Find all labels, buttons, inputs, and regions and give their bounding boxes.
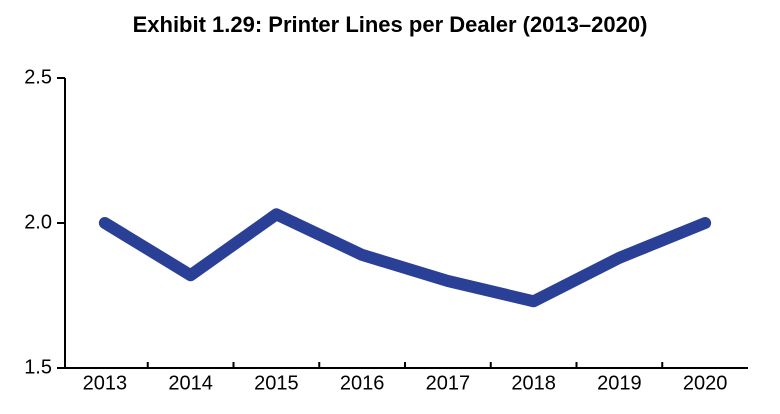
x-tick-label: 2014 <box>168 372 213 394</box>
x-tick-label: 2015 <box>254 372 299 394</box>
y-tick-label: 1.5 <box>24 356 52 378</box>
chart-title: Exhibit 1.29: Printer Lines per Dealer (… <box>133 12 648 37</box>
data-line <box>98 208 712 308</box>
x-tick-label: 2019 <box>597 372 642 394</box>
x-tick-label: 2020 <box>683 372 728 394</box>
x-tick-label: 2017 <box>426 372 471 394</box>
x-tick-label: 2018 <box>511 372 556 394</box>
y-tick-label: 2.0 <box>24 211 52 233</box>
y-tick-label: 2.5 <box>24 66 52 88</box>
x-tick-label: 2016 <box>340 372 385 394</box>
x-tick-label: 2013 <box>83 372 128 394</box>
